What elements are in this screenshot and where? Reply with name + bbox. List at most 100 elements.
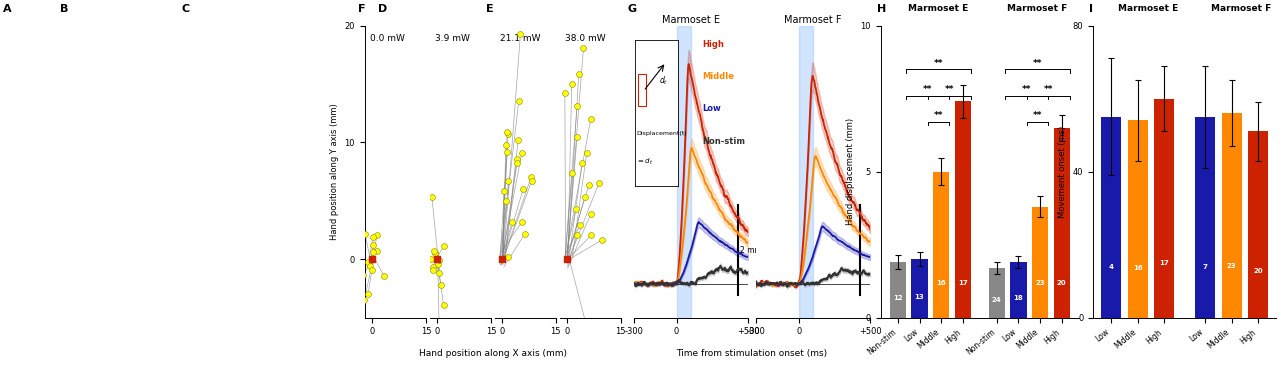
Point — [360, 263, 380, 269]
Point — [362, 267, 383, 273]
Bar — [799, 26, 813, 318]
Point — [567, 103, 588, 108]
Text: **: ** — [945, 85, 954, 94]
Text: Marmoset F: Marmoset F — [1211, 4, 1272, 13]
Text: H: H — [877, 4, 886, 14]
Title: Marmoset E: Marmoset E — [662, 15, 719, 25]
Text: **: ** — [1033, 59, 1042, 68]
Text: 4: 4 — [1108, 264, 1114, 270]
Text: Non-stim: Non-stim — [703, 137, 745, 146]
Point — [575, 194, 595, 200]
Bar — [1248, 131, 1267, 318]
Text: **: ** — [1033, 111, 1042, 120]
Bar — [890, 262, 906, 318]
Text: **: ** — [1043, 85, 1053, 94]
Point — [581, 233, 602, 238]
Point — [429, 257, 449, 263]
Point — [562, 81, 582, 87]
Point — [568, 71, 589, 77]
Point — [492, 256, 512, 262]
Text: **: ** — [923, 85, 933, 94]
Point — [424, 248, 444, 254]
Point — [430, 283, 451, 288]
Text: 12: 12 — [893, 295, 902, 301]
Point — [570, 223, 590, 228]
Point — [422, 268, 443, 273]
Point — [421, 195, 442, 200]
Point — [502, 219, 522, 225]
Text: Marmoset E: Marmoset E — [909, 4, 969, 13]
Text: 13: 13 — [915, 294, 924, 300]
Point — [557, 256, 577, 262]
Point — [362, 256, 383, 262]
Point — [353, 297, 374, 303]
Point — [424, 264, 444, 270]
Text: C: C — [182, 4, 189, 14]
Text: 23: 23 — [1036, 280, 1044, 285]
Text: 16: 16 — [937, 280, 946, 285]
Text: 24: 24 — [992, 297, 1002, 303]
Point — [512, 150, 532, 155]
Text: D: D — [378, 4, 387, 14]
Point — [358, 259, 379, 265]
Point — [434, 303, 454, 308]
Point — [562, 170, 582, 176]
Bar — [911, 259, 928, 318]
Text: 17: 17 — [1160, 260, 1169, 266]
Point — [428, 261, 448, 267]
Y-axis label: Hand position along Y axis (mm): Hand position along Y axis (mm) — [330, 103, 339, 240]
Point — [573, 45, 594, 51]
Text: **: ** — [934, 59, 943, 68]
Point — [567, 134, 588, 139]
Text: 2 mm: 2 mm — [740, 246, 762, 255]
Bar — [988, 268, 1005, 318]
Bar — [1101, 117, 1121, 318]
Point — [495, 142, 516, 147]
Point — [353, 272, 374, 278]
Point — [521, 174, 541, 180]
Text: **: ** — [934, 111, 943, 120]
Text: 17: 17 — [957, 280, 968, 285]
Point — [497, 198, 517, 204]
Bar — [677, 26, 691, 318]
Point — [511, 219, 531, 225]
Point — [508, 98, 529, 104]
Text: E: E — [486, 4, 494, 14]
Point — [498, 254, 518, 260]
Bar — [1010, 262, 1027, 318]
Point — [513, 186, 534, 192]
Text: G: G — [627, 4, 636, 14]
Point — [589, 180, 609, 186]
Point — [507, 160, 527, 166]
Bar — [1032, 207, 1048, 318]
Text: 18: 18 — [1014, 295, 1024, 301]
Text: B: B — [60, 4, 69, 14]
Text: A: A — [3, 4, 12, 14]
Point — [521, 178, 541, 184]
Title: Marmoset F: Marmoset F — [785, 15, 842, 25]
Y-axis label: Hand displacement (mm): Hand displacement (mm) — [846, 118, 855, 225]
Bar — [1128, 120, 1148, 318]
Point — [577, 327, 598, 333]
Bar — [1196, 117, 1215, 318]
Text: I: I — [1089, 4, 1093, 14]
Text: Middle: Middle — [703, 72, 735, 81]
Y-axis label: Movement onset (ms): Movement onset (ms) — [1059, 126, 1068, 218]
Point — [355, 231, 375, 237]
Point — [362, 234, 383, 240]
Bar — [1221, 113, 1242, 318]
Point — [364, 242, 384, 248]
Point — [508, 137, 529, 143]
Point — [497, 130, 517, 135]
Point — [349, 265, 370, 271]
Text: 3.9 mW: 3.9 mW — [435, 34, 470, 43]
Text: 38.0 mW: 38.0 mW — [564, 34, 605, 43]
Point — [498, 131, 518, 137]
Text: Marmoset E: Marmoset E — [1117, 4, 1178, 13]
Text: **: ** — [1021, 85, 1032, 94]
Point — [593, 237, 613, 243]
Text: 20: 20 — [1253, 268, 1262, 274]
Point — [511, 31, 531, 37]
Point — [497, 149, 517, 155]
Point — [429, 319, 449, 325]
